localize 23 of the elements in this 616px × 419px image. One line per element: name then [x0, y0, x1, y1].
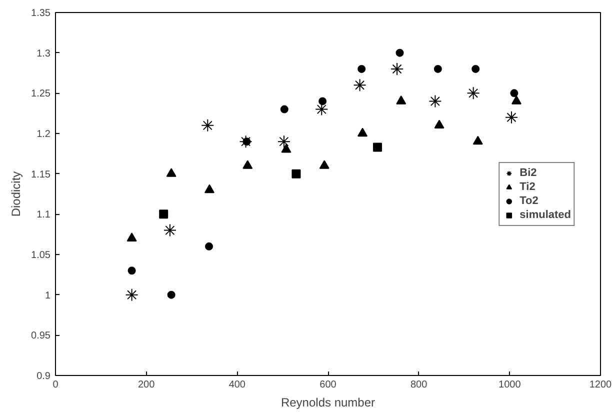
legend-label: Ti2: [520, 180, 536, 194]
legend-label: Bi2: [520, 166, 538, 180]
legend-label: To2: [520, 194, 540, 208]
y-tick-label: 0.9: [36, 371, 51, 382]
y-tick-label: 1.3: [36, 48, 51, 60]
x-axis-title: Reynolds number: [280, 396, 376, 410]
x-tick-label: 400: [228, 380, 246, 390]
x-tick-label: 200: [138, 380, 156, 390]
x-tick-label: 800: [410, 380, 428, 390]
y-tick-label: 0.95: [31, 330, 51, 342]
legend-label: simulated: [520, 208, 571, 222]
y-axis-title: Diodicity: [9, 171, 24, 217]
x-tick-label: 1000: [498, 380, 522, 390]
y-tick-label: 1.2: [36, 129, 51, 140]
y-tick-label: 1.35: [31, 8, 51, 19]
y-tick-label: 1.1: [36, 210, 51, 221]
y-tick-label: 1.05: [31, 250, 51, 261]
y-tick-label: 1.15: [31, 169, 51, 180]
y-tick-label: 1.25: [31, 88, 51, 100]
x-tick-label: 600: [320, 380, 337, 390]
y-tick-label: 1: [44, 290, 51, 302]
x-tick-label: 1200: [589, 380, 612, 390]
x-tick-label: 0: [52, 380, 59, 390]
